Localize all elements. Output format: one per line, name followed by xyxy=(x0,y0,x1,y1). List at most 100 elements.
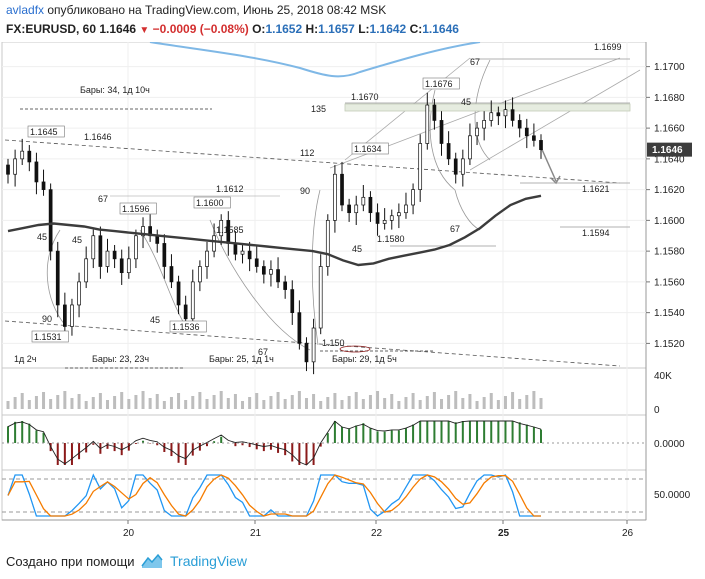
volume-bar xyxy=(13,397,17,409)
macd-bar xyxy=(241,443,244,446)
volume-bar xyxy=(475,401,479,409)
candle-body xyxy=(368,196,373,214)
candle-body xyxy=(354,204,359,214)
candle-body xyxy=(432,104,437,121)
high-value: 1.1657 xyxy=(318,22,355,36)
candle-body xyxy=(98,235,103,267)
macd-bar xyxy=(42,432,45,443)
price-label-box xyxy=(422,77,460,90)
candle-body xyxy=(55,250,60,306)
symbol-line: FX:EURUSD, 60 1.1646 ▼ −0.0009 (−0.08%) … xyxy=(6,22,459,36)
volume-bar xyxy=(411,393,415,409)
volume-bar xyxy=(20,393,24,409)
macd-bar xyxy=(298,443,301,465)
author-name[interactable]: avladfx xyxy=(6,3,45,17)
macd-bar xyxy=(262,443,265,452)
y-tick-label: 1.1640 xyxy=(654,154,685,165)
macd-bar xyxy=(419,421,422,443)
volume-bar xyxy=(283,399,287,409)
low-value: 1.1642 xyxy=(369,22,407,36)
price-label: 1.150 xyxy=(322,338,345,348)
dashed-trendline-upper xyxy=(4,139,621,184)
publish-line: avladfx опубликовано на TradingView.com,… xyxy=(6,3,386,17)
y-tick-label: 1.1700 xyxy=(654,62,685,73)
candle-body xyxy=(84,258,89,283)
price-label: 1.1596 xyxy=(122,204,150,214)
volume-bar xyxy=(6,401,10,409)
volume-bar xyxy=(326,397,330,409)
volume-bar xyxy=(468,394,472,409)
volume-bar xyxy=(503,396,507,409)
macd-bar xyxy=(540,429,542,443)
open-value: 1.1652 xyxy=(265,22,303,36)
tradingview-brand[interactable]: TradingView xyxy=(170,553,248,569)
volume-bar xyxy=(155,394,159,409)
angle-label: 45 xyxy=(461,97,471,107)
angle-label: 67 xyxy=(258,347,268,357)
candle-body xyxy=(276,269,280,283)
macd-bar xyxy=(14,421,17,443)
candle-body xyxy=(6,164,10,175)
y-tick-label: 1.1660 xyxy=(654,124,685,135)
tradingview-logo-icon[interactable] xyxy=(140,552,164,570)
angle-label: 112 xyxy=(300,148,314,158)
macd-bar xyxy=(369,428,372,443)
volume-bar xyxy=(539,398,543,409)
macd-bar xyxy=(525,424,528,443)
arc-4 xyxy=(311,189,321,346)
arc-1 xyxy=(46,229,66,326)
volume-bar xyxy=(496,400,500,409)
volume-bar xyxy=(255,393,259,409)
candle-body xyxy=(20,150,25,160)
x-tick-label: 22 xyxy=(371,528,383,539)
macd-bar xyxy=(191,443,194,456)
x-tick-label: 21 xyxy=(250,528,262,539)
macd-bar xyxy=(156,443,159,446)
volume-bar xyxy=(276,392,280,409)
x-tick-label: 25 xyxy=(498,528,510,539)
candle-body xyxy=(389,215,394,221)
candle-body xyxy=(155,235,160,244)
macd-bar xyxy=(518,422,521,443)
candle-body xyxy=(325,220,330,267)
y-tick-label: 1.1620 xyxy=(654,185,685,196)
axis-labels: 1.1520 1.1540 1.1560 1.1580 1.1600 1.1620 1.16… xyxy=(123,62,692,539)
candle-body xyxy=(240,250,245,255)
candle-body xyxy=(517,120,522,129)
candle-body xyxy=(13,158,17,175)
volume-bar xyxy=(489,393,493,409)
macd-bar xyxy=(184,443,187,465)
volume-bar xyxy=(482,397,486,409)
candle-body xyxy=(524,127,529,137)
volume-bar xyxy=(141,391,145,409)
angle-label: 45 xyxy=(150,315,160,325)
price-label: 1.1621 xyxy=(582,184,610,194)
angle-label: 45 xyxy=(37,232,47,242)
volume-bar xyxy=(312,394,316,409)
price-label-box xyxy=(351,142,389,155)
volume-bar xyxy=(461,398,465,409)
candle-body xyxy=(34,161,39,183)
macd-bar xyxy=(532,426,535,443)
volume-bar xyxy=(77,394,81,409)
forecast-arrow xyxy=(539,144,557,182)
macd-bar xyxy=(120,443,123,456)
macd-scale-label: 0.0000 xyxy=(654,439,685,450)
down-triangle-icon: ▼ xyxy=(139,25,150,36)
macd-bar xyxy=(291,443,294,462)
candle-body xyxy=(475,127,479,137)
macd-bar xyxy=(63,443,66,465)
chart-area[interactable]: 1.1645 1.1596 1.1600 1.1531 1.1536 1.1634 1.16… xyxy=(0,42,705,544)
candle-body xyxy=(446,143,451,160)
macd-bar xyxy=(376,431,379,443)
volume-bar xyxy=(49,399,53,409)
volume-bar xyxy=(241,401,245,409)
volume-bar xyxy=(418,400,422,409)
bars-label: 1д 2ч xyxy=(14,354,37,364)
angle-label: 67 xyxy=(470,57,480,67)
candle-body xyxy=(318,266,323,329)
macd-bar xyxy=(255,443,258,450)
macd-bar xyxy=(142,440,145,443)
candle-body xyxy=(176,281,181,306)
candle-body xyxy=(482,120,486,129)
